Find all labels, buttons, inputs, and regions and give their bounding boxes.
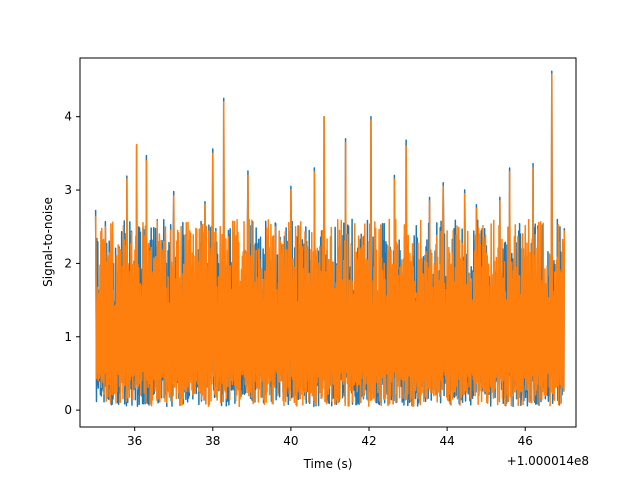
x-tick-label: 38 — [205, 434, 220, 448]
x-axis-offset-label: +1.000014e8 — [507, 454, 589, 468]
y-axis-ticks: 0 1 2 3 4 — [64, 110, 80, 417]
y-tick-label: 2 — [64, 256, 72, 270]
x-axis-ticks: 36 38 40 42 44 46 — [127, 427, 533, 448]
x-tick-label: 40 — [283, 434, 298, 448]
y-tick-label: 0 — [64, 403, 72, 417]
y-axis-label: Signal-to-noise — [41, 197, 55, 287]
y-tick-label: 3 — [64, 183, 72, 197]
x-tick-label: 36 — [127, 434, 142, 448]
plot-frame — [79, 57, 577, 428]
x-tick-label: 44 — [439, 434, 454, 448]
x-tick-label: 46 — [518, 434, 533, 448]
y-tick-label: 4 — [64, 110, 72, 124]
series-line-2 — [94, 73, 566, 408]
x-axis-label: Time (s) — [303, 457, 353, 471]
series-layer — [94, 70, 566, 408]
x-tick-label: 42 — [361, 434, 376, 448]
y-tick-label: 1 — [64, 330, 72, 344]
